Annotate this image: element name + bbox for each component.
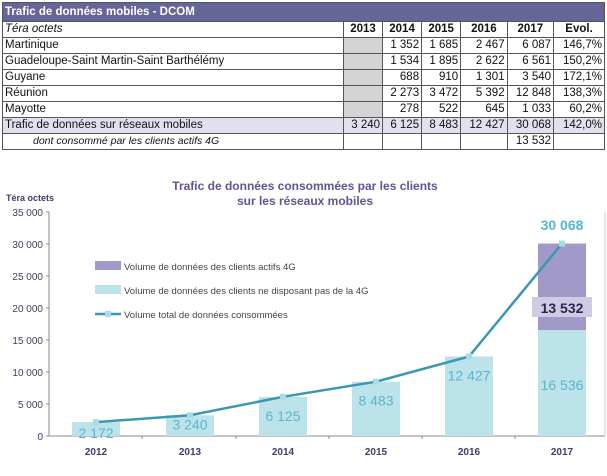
cell: 12 427 (460, 117, 508, 134)
cell: 1 033 (506, 101, 555, 118)
table-row: Mayotte 278 522 645 1 033 60,2% (2, 101, 605, 118)
cell: 6 561 (506, 53, 555, 70)
row-label: Guyane (2, 69, 344, 86)
bar-non-4g (445, 356, 493, 436)
cell (342, 101, 384, 118)
total-value-label: 30 068 (541, 217, 584, 233)
line-marker (466, 353, 472, 360)
line-marker (373, 378, 379, 385)
y-tick-label: 5 000 (18, 400, 43, 411)
bar-non-4g (72, 422, 120, 436)
x-tick-label: 2016 (458, 447, 481, 458)
bar-4g (538, 243, 586, 331)
y-tick-label: 15 000 (12, 336, 43, 347)
data-table: Trafic de données mobiles - DCOM Téra oc… (2, 2, 605, 150)
table-title: Trafic de données mobiles - DCOM (2, 2, 605, 22)
legend-label: Volume total de données consommées (124, 310, 288, 321)
x-tick-label: 2015 (365, 447, 388, 458)
y-tick-label: 0 (37, 432, 43, 443)
bar-non-4g (538, 330, 586, 436)
line-marker (93, 419, 99, 426)
legend-swatch-non-4g (95, 285, 121, 294)
bar-non-4g (259, 396, 307, 436)
bar-value-label: 3 240 (172, 416, 207, 432)
line-marker (559, 240, 565, 247)
label-bg (532, 297, 592, 317)
bar-value-label: 12 427 (448, 367, 491, 383)
bar-4g-value-label: 13 532 (541, 300, 584, 316)
cell (342, 37, 384, 54)
cell: 138,3% (553, 85, 605, 102)
x-tick-label: 2017 (551, 447, 574, 458)
legend-label: Volume de données des clients ne disposa… (124, 286, 369, 297)
cell: 8 483 (421, 117, 462, 134)
cell (342, 85, 384, 102)
legend-marker (105, 311, 111, 317)
total-line (95, 242, 563, 424)
legend-label: Volume de données des clients actifs 4G (124, 262, 296, 273)
bar-non-4g (166, 415, 214, 436)
y-axis-label: Téra octets (6, 193, 54, 203)
line-marker (187, 412, 193, 419)
cell (342, 53, 384, 70)
cell (553, 133, 605, 150)
row-label: dont consommé par les clients actifs 4G (2, 133, 344, 150)
cell: 2 622 (460, 53, 508, 70)
cell (342, 69, 384, 86)
cell: 3 240 (342, 117, 384, 134)
chart-title: sur les réseaux mobiles (237, 194, 373, 208)
cell: 13 532 (506, 133, 555, 150)
y-tick-label: 25 000 (12, 272, 43, 283)
bar-value-label: 16 536 (541, 377, 584, 393)
bar-non-4g (352, 381, 400, 436)
chart-title: Trafic de données consommées par les cli… (172, 179, 438, 193)
line-marker (280, 393, 286, 400)
y-tick-label: 20 000 (12, 304, 43, 315)
x-tick-label: 2014 (272, 447, 295, 458)
x-tick-label: 2013 (179, 447, 202, 458)
x-tick-label: 2012 (85, 447, 108, 458)
y-tick-label: 30 000 (12, 240, 43, 251)
col-header: Evol. (553, 21, 605, 38)
cell: 6 125 (382, 117, 423, 134)
bar-value-label: 6 125 (265, 408, 300, 424)
cell: 146,7% (553, 37, 605, 54)
y-tick-label: 35 000 (12, 208, 43, 219)
y-tick-label: 10 000 (12, 368, 43, 379)
col-header: 2016 (460, 21, 508, 38)
bar-value-label: 2 172 (78, 425, 113, 441)
cell: 12 848 (506, 85, 555, 102)
cell: 142,0% (553, 117, 605, 134)
legend-swatch-4g (95, 261, 121, 270)
table-row: Martinique 1 352 1 685 2 467 6 087 146,7% (2, 37, 605, 54)
table-row: dont consommé par les clients actifs 4G 1… (2, 133, 605, 150)
cell: 30 068 (506, 117, 555, 134)
bar-value-label: 8 483 (358, 393, 393, 409)
